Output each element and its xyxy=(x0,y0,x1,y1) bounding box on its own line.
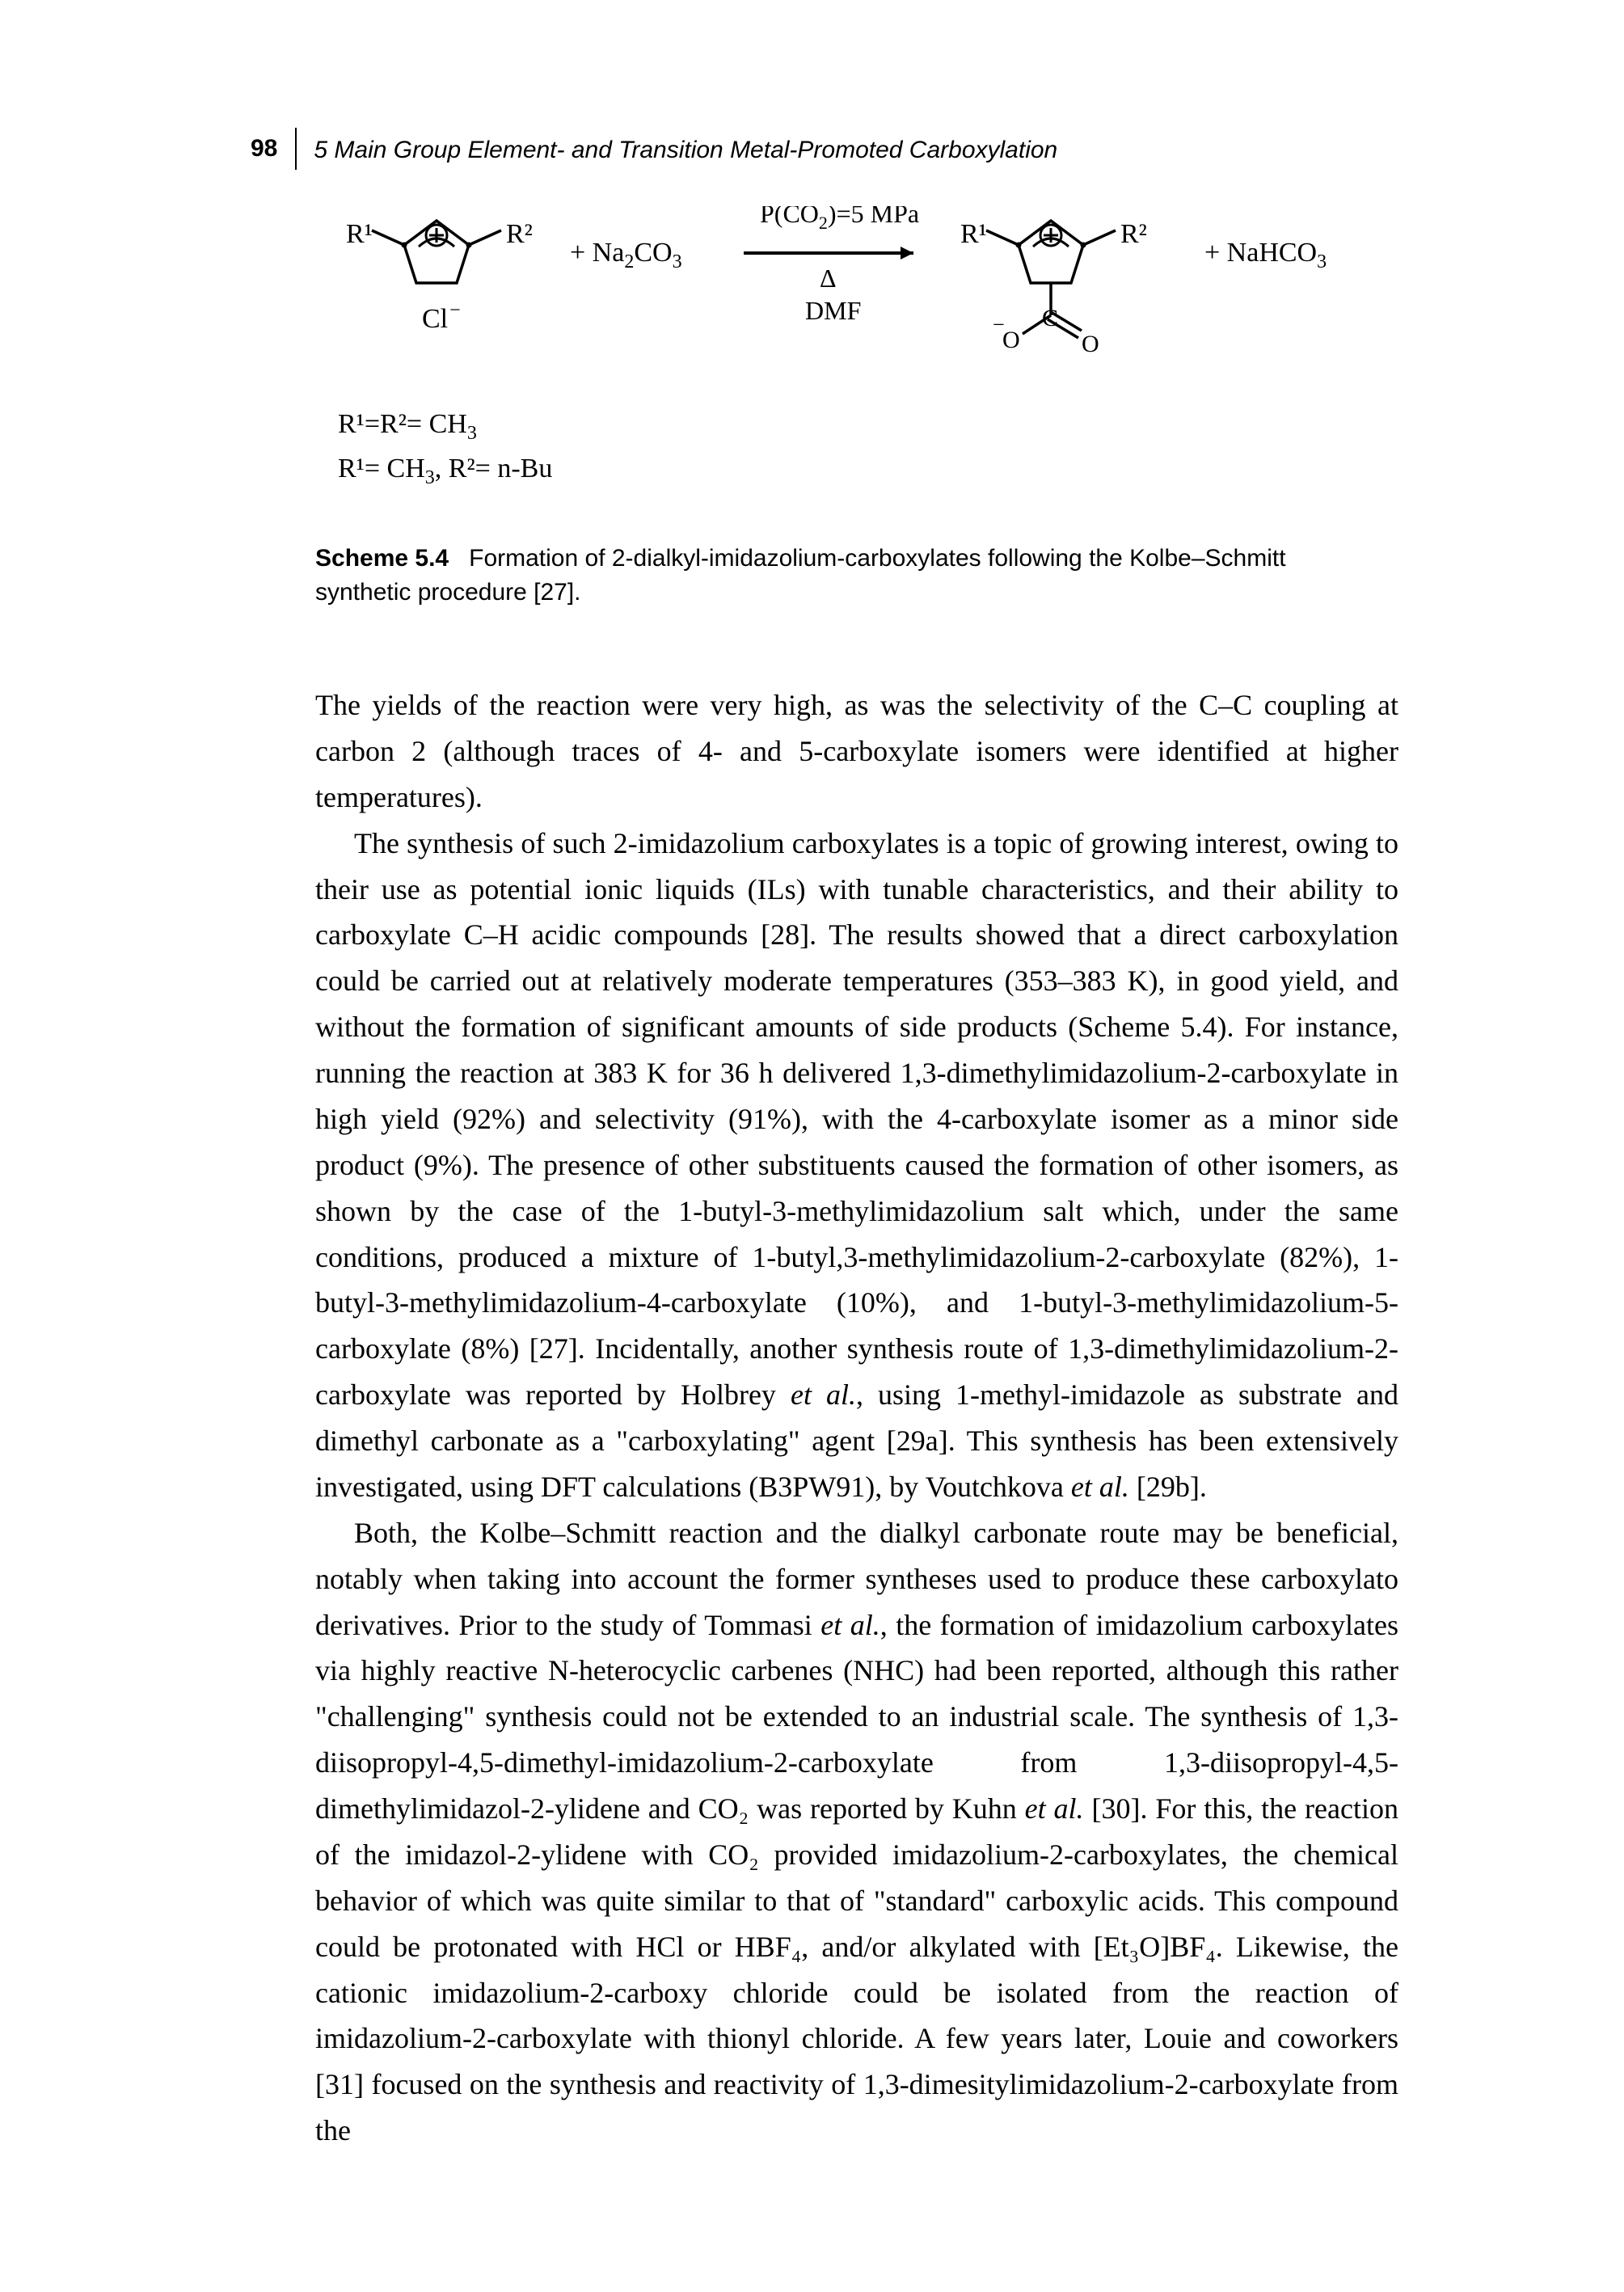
r2-left: R² xyxy=(506,219,533,249)
delta-label: Δ xyxy=(820,264,837,293)
page: 98 5 Main Group Element- and Transition … xyxy=(0,0,1624,2292)
r1-left: R¹ xyxy=(346,219,373,249)
r2-right: R² xyxy=(1120,219,1147,249)
carboxylate-o1: O xyxy=(1002,327,1020,353)
right-ring: R¹ R² C O − O xyxy=(960,219,1147,357)
cl-anion: Cl− xyxy=(422,300,461,334)
running-title: 5 Main Group Element- and Transition Met… xyxy=(314,137,1057,163)
body-text: The yields of the reaction were very hig… xyxy=(315,682,1398,2154)
carboxylate-c: C xyxy=(1042,305,1058,331)
caption-text: Formation of 2-dialkyl-imidazolium-carbo… xyxy=(315,545,1286,606)
r1-right: R¹ xyxy=(960,219,987,249)
carboxylate-neg: − xyxy=(993,313,1005,336)
pco2-label: P(CO2)=5 MPa xyxy=(760,206,919,233)
paragraph-1: The yields of the reaction were very hig… xyxy=(315,682,1398,821)
scheme-svg: R¹ R² Cl− + Na2CO3 P(CO2)=5 MPa Δ DMF xyxy=(331,206,1415,513)
paragraph-2: The synthesis of such 2-imidazolium carb… xyxy=(315,821,1398,1510)
scheme-figure: R¹ R² Cl− + Na2CO3 P(CO2)=5 MPa Δ DMF xyxy=(331,206,1406,517)
carboxylate-o2: O xyxy=(1082,331,1099,357)
nahco3: + NaHCO3 xyxy=(1204,238,1327,272)
na2co3: + Na2CO3 xyxy=(570,238,682,272)
head-divider xyxy=(295,128,297,170)
r-def-line2: R¹= CH3, R²= n-Bu xyxy=(338,454,552,488)
dmf-label: DMF xyxy=(805,296,861,325)
paragraph-3: Both, the Kolbe–Schmitt reaction and the… xyxy=(315,1510,1398,2154)
running-head: 98 5 Main Group Element- and Transition … xyxy=(251,129,1057,171)
caption-label: Scheme 5.4 xyxy=(315,545,449,572)
r-def-line1: R¹=R²= CH3 xyxy=(338,409,477,444)
page-number: 98 xyxy=(251,135,277,162)
left-ring: R¹ R² xyxy=(346,219,533,283)
scheme-caption: Scheme 5.4 Formation of 2-dialkyl-imidaz… xyxy=(315,542,1382,610)
reaction-arrow: P(CO2)=5 MPa Δ DMF xyxy=(744,206,919,325)
